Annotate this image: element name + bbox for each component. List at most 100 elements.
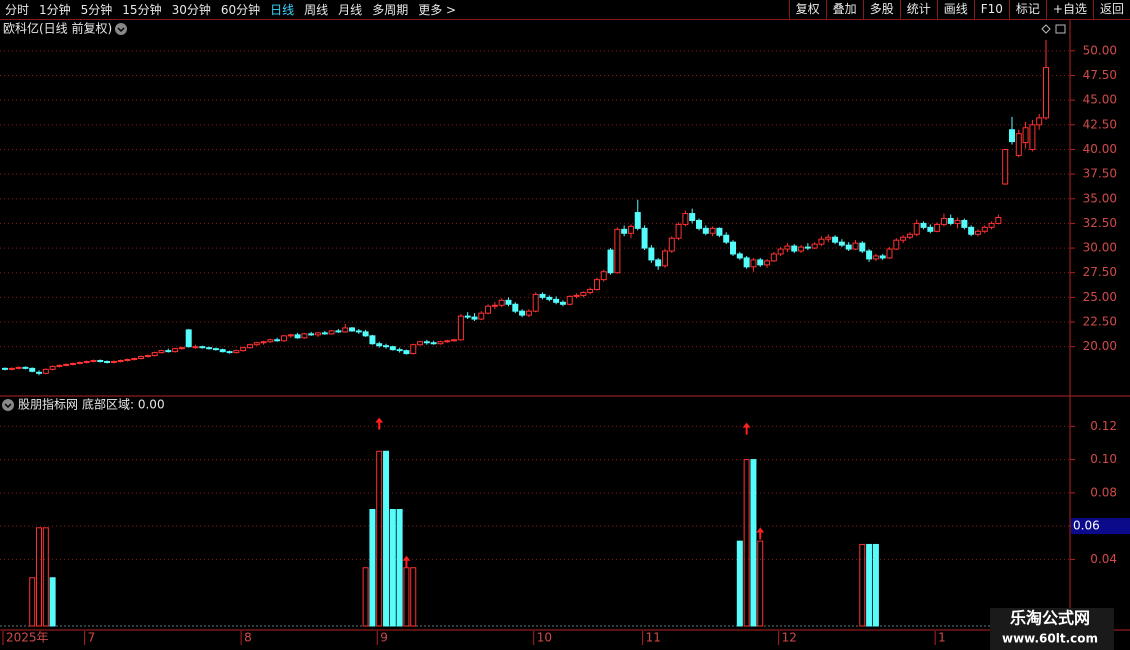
tool-button[interactable]: +自选	[1045, 0, 1093, 19]
candle-body	[845, 244, 852, 250]
candle-body	[185, 329, 192, 348]
tool-button[interactable]: 统计	[899, 0, 937, 19]
candle-body	[301, 333, 308, 339]
candle-body	[42, 368, 49, 374]
candle-body	[178, 347, 185, 350]
candle-body	[825, 236, 832, 240]
candle-body	[600, 271, 607, 281]
period-tab[interactable]: 5分钟	[80, 3, 113, 17]
candle-body	[716, 227, 723, 236]
candle-body	[879, 255, 886, 259]
candle-body	[451, 339, 458, 342]
candle-body	[838, 241, 845, 246]
tool-button[interactable]: 复权	[788, 0, 826, 19]
period-tab[interactable]: 日线	[270, 3, 295, 17]
candle-body	[587, 288, 594, 293]
candle-body	[321, 332, 328, 335]
period-tab[interactable]: 多周期	[372, 3, 409, 17]
candle-body	[444, 340, 451, 343]
candle-body	[274, 339, 281, 342]
tool-button[interactable]: F10	[973, 0, 1009, 19]
tool-button[interactable]: 标记	[1008, 0, 1046, 19]
y-tick-label: 50.00	[1083, 43, 1117, 57]
candle-body	[1036, 117, 1043, 126]
indicator-bar	[410, 567, 417, 627]
candle-body	[954, 219, 961, 224]
period-tab[interactable]: 月线	[338, 3, 363, 17]
candle-body	[83, 360, 90, 363]
candle-body	[920, 222, 927, 228]
menu-icon[interactable]	[115, 23, 127, 35]
candle-body	[8, 367, 15, 370]
y-tick-label: 22.50	[1083, 315, 1117, 329]
candle-body	[927, 226, 934, 232]
period-tab[interactable]: 更多 >	[418, 3, 457, 17]
menu-icon[interactable]	[2, 399, 14, 411]
candle-body	[104, 360, 111, 363]
candle-body	[383, 345, 390, 348]
x-tick-label: 1	[938, 631, 946, 645]
candle-body	[417, 341, 424, 346]
tool-button[interactable]: 画线	[936, 0, 974, 19]
period-tabs: 分时 1分钟 5分钟 15分钟 30分钟 60分钟 日线 周线 月线 多周期 更多 >	[0, 0, 461, 19]
period-tab[interactable]: 1分钟	[39, 3, 71, 17]
chart-title: 欧科亿(日线 前复权)	[3, 21, 112, 36]
candle-body	[56, 364, 63, 367]
candle-body	[1043, 67, 1049, 119]
period-tab[interactable]: 分时	[5, 3, 30, 17]
candle-body	[355, 330, 362, 333]
period-tab[interactable]: 周线	[304, 3, 329, 17]
candle-body	[940, 217, 947, 225]
tool-button[interactable]: 叠加	[825, 0, 863, 19]
candle-body	[593, 279, 600, 290]
candle-body	[267, 339, 274, 343]
icon[interactable]	[1055, 24, 1066, 34]
candle-body	[757, 259, 764, 266]
candle-body	[1022, 127, 1029, 144]
period-tab[interactable]: 30分钟	[171, 3, 211, 17]
candle-body	[349, 327, 355, 332]
y-tick-label: 47.50	[1083, 68, 1117, 82]
period-tab[interactable]: 60分钟	[220, 3, 261, 17]
icon[interactable]	[1041, 24, 1051, 34]
candle-body	[532, 293, 539, 312]
candle-body	[866, 250, 873, 260]
arrow-head	[742, 422, 751, 428]
y-tick-label: 20.00	[1083, 339, 1117, 353]
candle-body	[961, 219, 968, 228]
period-tab[interactable]: 15分钟	[122, 3, 162, 17]
signal-arrow	[756, 527, 765, 540]
candle-body	[498, 299, 505, 306]
candle-body	[369, 335, 376, 345]
candle-body	[491, 304, 498, 307]
candle-body	[913, 222, 920, 235]
candle-body	[723, 234, 730, 243]
candle-body	[233, 350, 240, 354]
candle-body	[634, 212, 641, 229]
candle-body	[240, 347, 247, 352]
tool-button[interactable]: 多股	[862, 0, 900, 19]
indicator-bar	[757, 540, 764, 627]
indicator-bar	[396, 509, 403, 627]
candle-body	[696, 219, 702, 229]
candle-body	[900, 236, 907, 241]
candle-body	[519, 310, 526, 316]
candle-body	[621, 228, 628, 234]
candle-body	[22, 366, 29, 369]
x-tick-label: 2025年	[6, 631, 49, 645]
indicator-bar	[29, 577, 36, 627]
value-marker-bg	[1071, 518, 1130, 535]
indicator-bar	[866, 543, 873, 627]
indicator-value: 底部区域: 0.00	[82, 397, 165, 412]
candle-body	[730, 241, 737, 255]
candle-body	[144, 355, 151, 358]
candle-body	[376, 343, 383, 347]
candle-body	[212, 348, 219, 351]
y-tick-label: 37.50	[1083, 167, 1117, 181]
candle-body	[131, 358, 138, 361]
candle-body	[804, 246, 811, 249]
tool-button[interactable]: 返回	[1092, 0, 1130, 19]
candle-body	[1029, 124, 1036, 150]
candle-body	[668, 237, 675, 252]
